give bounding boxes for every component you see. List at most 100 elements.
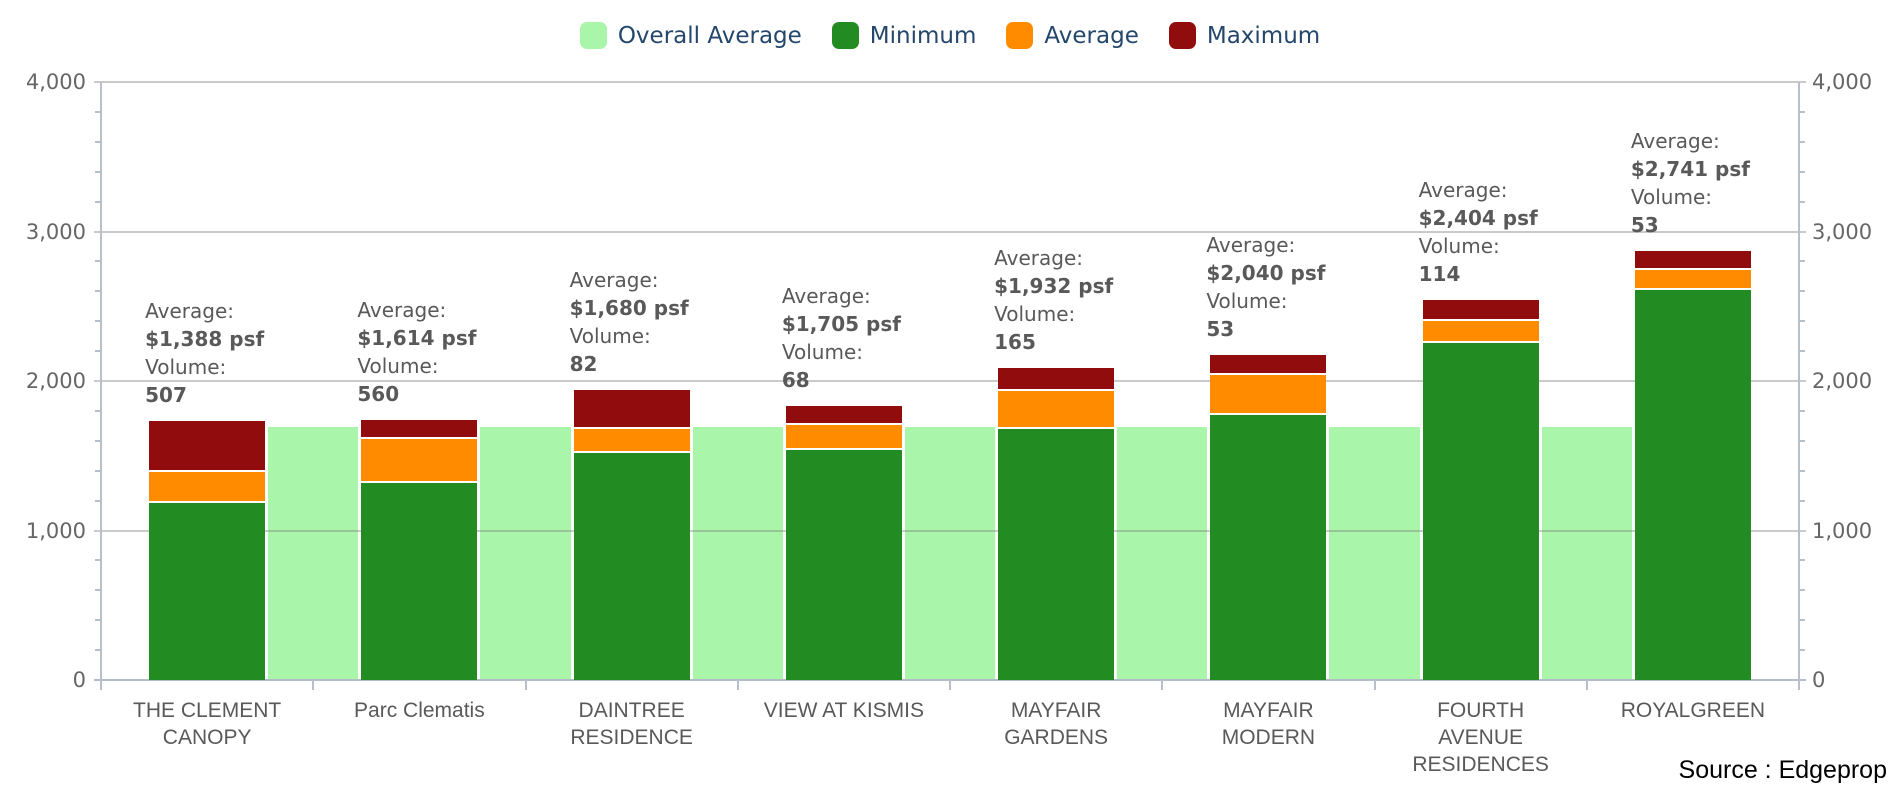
annotation-average-value: $1,614 psf	[357, 325, 477, 350]
bar-segment-minimum[interactable]	[1634, 289, 1751, 680]
bar-segment-average[interactable]	[149, 472, 266, 503]
y-axis-label-left: 2,000	[25, 369, 86, 393]
minimum-swatch-icon	[831, 22, 859, 49]
y-axis-minor-tick	[95, 200, 102, 203]
y-axis-minor-tick	[95, 619, 102, 622]
y-axis-minor-tick	[1798, 320, 1805, 323]
y-axis-minor-tick	[95, 469, 102, 472]
bar-segment-average[interactable]	[998, 391, 1115, 429]
bar-segment-minimum[interactable]	[149, 502, 266, 680]
annotation-volume-prefix: Volume:	[569, 323, 651, 348]
annotation-average-value: $1,705 psf	[781, 312, 901, 337]
bar-segment-minimum[interactable]	[361, 482, 478, 680]
y-gridline	[94, 230, 1806, 233]
annotation-volume-prefix: Volume:	[357, 353, 439, 378]
bar-segment-maximum[interactable]	[998, 367, 1115, 392]
legend-item-maximum[interactable]: Maximum	[1168, 22, 1321, 49]
annotation-volume-value: 165	[994, 329, 1036, 354]
x-axis-label-line: THE CLEMENT	[133, 699, 282, 722]
y-axis-label-left: 3,000	[25, 219, 86, 244]
y-axis-minor-tick	[1798, 110, 1805, 113]
x-axis-label: VIEW AT KISMIS	[738, 697, 950, 724]
x-axis-label-line: RESIDENCE	[570, 726, 693, 749]
bar-segment-average[interactable]	[785, 425, 902, 450]
overall-average-bar[interactable]	[1541, 427, 1632, 680]
x-axis-label-line: MAYFAIR	[1010, 699, 1102, 722]
bar-segment-minimum[interactable]	[573, 452, 690, 680]
y-axis-label-right: 0	[1812, 668, 1826, 692]
annotation-volume-value: 53	[1206, 316, 1235, 341]
y-axis-minor-tick	[95, 589, 102, 592]
legend-label: Maximum	[1206, 22, 1321, 49]
annotation-average-prefix: Average:	[1630, 128, 1720, 153]
x-axis-tick	[312, 680, 315, 690]
bar-segment-average[interactable]	[573, 428, 690, 453]
bar-segment-maximum[interactable]	[149, 420, 266, 473]
legend-item-minimum[interactable]: Minimum	[831, 22, 977, 49]
x-axis-label-line: DAINTREE	[578, 699, 685, 722]
annotation-average-value: $1,932 psf	[994, 273, 1114, 298]
y-axis-minor-tick	[1798, 170, 1805, 173]
y-gridline	[94, 380, 1806, 382]
y-axis-minor-tick	[1798, 649, 1805, 652]
annotation-average-value: $2,040 psf	[1206, 260, 1326, 285]
annotation-average-value: $1,680 psf	[569, 295, 689, 320]
x-axis-tick	[1585, 680, 1588, 690]
x-axis-label: DAINTREE RESIDENCE	[526, 697, 738, 751]
bar-segment-minimum[interactable]	[1422, 342, 1539, 680]
legend-item-overall-average[interactable]: Overall Average	[579, 22, 802, 49]
y-axis-minor-tick	[1798, 260, 1805, 263]
bar-annotation: Average: $1,388 psf Volume: 507	[145, 297, 315, 409]
y-axis-minor-tick	[95, 499, 102, 502]
y-axis-minor-tick	[1798, 290, 1805, 293]
y-axis-minor-tick	[95, 290, 102, 293]
annotation-volume-value: 68	[781, 368, 810, 393]
bar-segment-average[interactable]	[1634, 270, 1751, 290]
y-axis-minor-tick	[1798, 200, 1805, 203]
annotation-volume-prefix: Volume:	[781, 340, 863, 365]
y-axis-label-left: 4,000	[25, 70, 86, 94]
bar-segment-average[interactable]	[1210, 375, 1327, 416]
y-axis-minor-tick	[95, 170, 102, 173]
x-axis-tick	[736, 680, 739, 690]
overall-average-bar[interactable]	[904, 427, 996, 680]
annotation-volume-prefix: Volume:	[1418, 234, 1500, 259]
bar-segment-maximum[interactable]	[1210, 354, 1327, 375]
bar-segment-maximum[interactable]	[1634, 250, 1751, 271]
legend-item-average[interactable]: Average	[1006, 22, 1139, 49]
overall-average-bar[interactable]	[1117, 427, 1208, 680]
x-axis-label-line: ROYALGREEN	[1620, 699, 1766, 722]
y-axis-minor-tick	[1798, 409, 1805, 412]
annotation-average-value: $2,741 psf	[1630, 156, 1750, 181]
annotation-average-value: $2,404 psf	[1418, 206, 1538, 231]
bar-segment-maximum[interactable]	[361, 419, 478, 439]
x-axis-label-line: MAYFAIR	[1223, 699, 1314, 722]
overall-average-bar[interactable]	[480, 427, 571, 680]
annotation-volume-prefix: Volume:	[1630, 184, 1712, 209]
x-axis-label-line: MODERN	[1221, 726, 1316, 749]
maximum-swatch-icon	[1168, 22, 1196, 49]
overall-average-bar[interactable]	[268, 427, 359, 680]
source-credit: Source : Edgeprop	[1678, 756, 1887, 784]
y-axis-minor-tick	[1798, 140, 1805, 143]
annotation-volume-value: 114	[1418, 262, 1461, 287]
bar-segment-average[interactable]	[361, 438, 478, 483]
bar-segment-minimum[interactable]	[1210, 415, 1327, 680]
bar-segment-maximum[interactable]	[573, 389, 690, 429]
bar-segment-maximum[interactable]	[785, 406, 902, 426]
bar-segment-maximum[interactable]	[1422, 300, 1539, 321]
bar-segment-minimum[interactable]	[998, 428, 1115, 680]
overall-average-bar[interactable]	[1329, 427, 1420, 680]
x-axis-tick	[524, 680, 527, 690]
y-axis-line-left	[100, 82, 102, 690]
annotation-average-prefix: Average:	[994, 245, 1083, 270]
y-axis-label-left: 1,000	[25, 518, 86, 543]
x-axis-tick	[949, 680, 951, 690]
bar-segment-average[interactable]	[1422, 320, 1539, 343]
annotation-average-prefix: Average:	[569, 267, 659, 292]
x-axis-label: ROYALGREEN	[1587, 697, 1799, 724]
bar-segment-minimum[interactable]	[785, 449, 902, 680]
overall-average-bar[interactable]	[692, 427, 783, 680]
legend-label: Minimum	[869, 22, 977, 49]
